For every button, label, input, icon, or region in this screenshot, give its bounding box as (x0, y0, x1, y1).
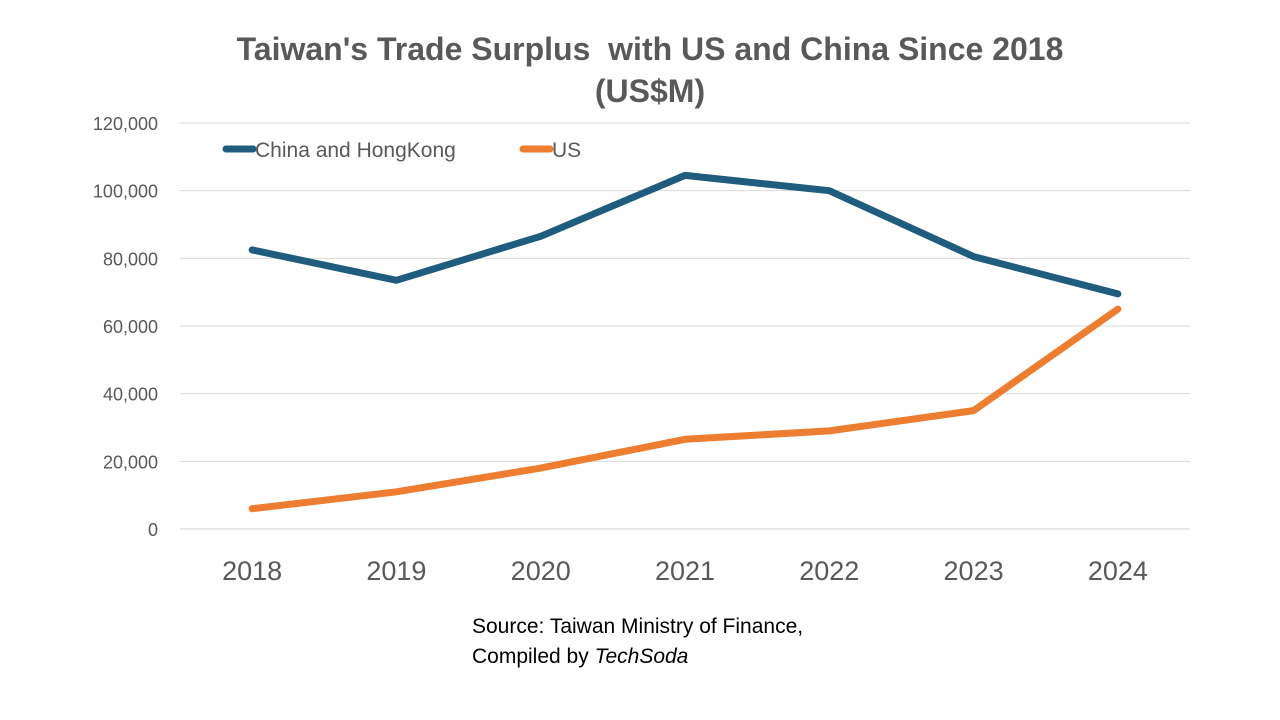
x-axis-ticks: 2018 2019 2020 2021 2022 2023 2024 (222, 556, 1148, 586)
brand-name: TechSoda (594, 645, 689, 668)
compiled-by-prefix: Compiled by (472, 645, 595, 668)
x-tick-label: 2024 (1088, 556, 1148, 586)
y-tick-label: 120,000 (93, 114, 158, 134)
y-tick-label: 100,000 (93, 182, 158, 202)
series-line-us (248, 305, 1122, 513)
y-tick-label: 80,000 (103, 249, 158, 269)
y-tick-label: 40,000 (103, 385, 158, 405)
legend-label: China and HongKong (255, 139, 456, 162)
y-tick-label: 0 (148, 520, 158, 540)
x-tick-label: 2018 (222, 556, 282, 586)
series-lines (248, 171, 1122, 513)
x-tick-label: 2020 (511, 556, 571, 586)
x-tick-label: 2023 (944, 556, 1004, 586)
x-tick-label: 2022 (799, 556, 859, 586)
x-tick-label: 2019 (366, 556, 426, 586)
y-axis-ticks: 0 20,000 40,000 60,000 80,000 100,000 120,000 (93, 114, 158, 540)
source-note: Source: Taiwan Ministry of Finance, Comp… (472, 612, 803, 672)
legend: China and HongKong US (222, 139, 581, 162)
x-tick-label: 2021 (655, 556, 715, 586)
y-tick-label: 20,000 (103, 452, 158, 472)
series-line-china-hongkong (248, 171, 1122, 298)
gridlines (180, 122, 1190, 530)
chart-title: Taiwan's Trade Surplus with US and China… (236, 31, 1073, 109)
y-tick-label: 60,000 (103, 317, 158, 337)
source-line: Source: Taiwan Ministry of Finance, (472, 615, 804, 638)
compiled-by-line: Compiled by TechSoda (472, 642, 803, 672)
legend-label: US (552, 139, 581, 162)
